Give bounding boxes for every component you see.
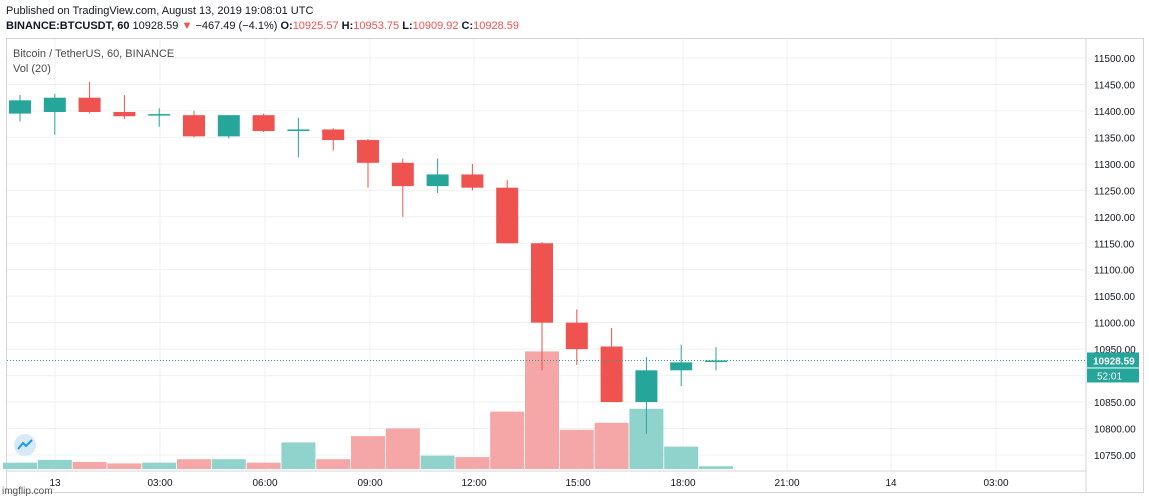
y-tick-label: 10850.00: [1094, 398, 1136, 409]
y-tick-label: 11450.00: [1094, 80, 1135, 91]
candle-body: [635, 370, 658, 403]
y-tick-label: 11100.00: [1094, 266, 1135, 277]
countdown-label: 52:01: [1097, 371, 1122, 382]
volume-bar: [246, 462, 281, 469]
close-value: 10928.59: [473, 20, 520, 32]
x-tick-label: 14: [885, 478, 897, 489]
close-label: C:: [461, 20, 474, 32]
volume-bar: [559, 429, 594, 469]
x-tick-label: 15:00: [565, 478, 590, 489]
candle-body: [113, 111, 136, 117]
candle-body: [496, 187, 519, 244]
candle-body: [217, 115, 240, 137]
y-tick-label: 11500.00: [1094, 54, 1135, 65]
candle-body: [531, 243, 553, 323]
open-label: O:: [280, 20, 293, 32]
chart-legend: Bitcoin / TetherUS, 60, BINANCE Vol (20): [13, 47, 174, 77]
volume-bar: [351, 436, 385, 469]
volume-bar: [455, 457, 490, 469]
price-change: −467.49 (−4.1%): [195, 20, 278, 32]
y-tick-label: 11300.00: [1094, 160, 1135, 171]
candle-body: [43, 97, 66, 112]
y-tick-label: 11150.00: [1094, 239, 1135, 250]
volume-bar: [142, 462, 177, 469]
change-arrow-icon: ▼: [181, 20, 193, 32]
volume-bar: [664, 446, 699, 469]
candle-body: [426, 174, 449, 187]
x-tick-label: 13: [49, 478, 61, 489]
chart-frame: [6, 38, 1144, 493]
candle-body: [287, 129, 310, 132]
x-tick-label: 12:00: [461, 478, 486, 489]
volume-bar: [316, 459, 351, 469]
y-tick-label: 11400.00: [1094, 107, 1135, 118]
y-tick-label: 11350.00: [1094, 133, 1135, 144]
volume-bar: [594, 422, 629, 469]
candle-body: [670, 362, 693, 371]
candle-body: [9, 100, 31, 114]
volume-bar: [177, 459, 211, 469]
volume-bar: [281, 442, 316, 469]
low-label: L:: [402, 20, 413, 32]
x-tick-label: 06:00: [252, 478, 277, 489]
y-tick-label: 11000.00: [1094, 319, 1135, 330]
legend-title: Bitcoin / TetherUS, 60, BINANCE: [13, 48, 175, 60]
last-price-label: 10928.59: [1093, 356, 1135, 367]
countdown-badge: [1087, 368, 1139, 383]
last-price-badge: [1087, 352, 1139, 368]
candle-body: [600, 346, 623, 403]
volume-bar: [3, 462, 37, 469]
y-tick-label: 10750.00: [1094, 451, 1136, 462]
candle-body: [461, 174, 484, 188]
last-price: 10928.59: [132, 20, 179, 32]
volume-bar: [72, 462, 107, 469]
candle-body: [252, 115, 275, 132]
volume-bar: [385, 428, 420, 469]
watermark: imgflip.com: [2, 486, 53, 497]
y-tick-label: 11200.00: [1094, 213, 1135, 224]
candle-body: [148, 114, 171, 116]
y-tick-label: 11050.00: [1094, 292, 1135, 303]
candle-body: [357, 140, 379, 163]
volume-bar: [37, 459, 72, 469]
volume-bar: [420, 455, 455, 469]
x-tick-label: 18:00: [670, 478, 695, 489]
volume-bar: [699, 466, 733, 469]
legend-volume: Vol (20): [13, 63, 51, 75]
ohlc-line: BINANCE:BTCUSDT, 60 10928.59 ▼ −467.49 (…: [6, 19, 519, 34]
low-value: 10909.92: [412, 20, 459, 32]
open-value: 10925.57: [292, 20, 339, 32]
high-label: H:: [341, 20, 354, 32]
candle-body: [78, 97, 101, 112]
published-line: Published on TradingView.com, August 13,…: [6, 5, 314, 17]
volume-bar: [490, 411, 525, 469]
volume-bar: [211, 459, 246, 469]
candle-body: [183, 115, 205, 137]
candle-body: [391, 162, 414, 187]
candle-body: [565, 322, 588, 350]
x-tick-label: 21:00: [774, 478, 799, 489]
volume-bar: [525, 351, 559, 469]
y-tick-label: 11250.00: [1094, 186, 1135, 197]
x-tick-label: 09:00: [357, 478, 382, 489]
candle-body: [705, 360, 727, 363]
volume-bar: [107, 463, 142, 469]
candle-body: [322, 129, 345, 141]
chart-header: Published on TradingView.com, August 13,…: [6, 4, 519, 34]
symbol-label: BINANCE:BTCUSDT, 60: [6, 20, 130, 32]
y-tick-label: 10950.00: [1094, 345, 1136, 356]
x-tick-label: 03:00: [983, 478, 1008, 489]
x-tick-label: 03:00: [147, 478, 172, 489]
high-value: 10953.75: [353, 20, 400, 32]
tradingview-logo-icon: [14, 434, 36, 456]
y-tick-label: 10800.00: [1094, 425, 1136, 436]
